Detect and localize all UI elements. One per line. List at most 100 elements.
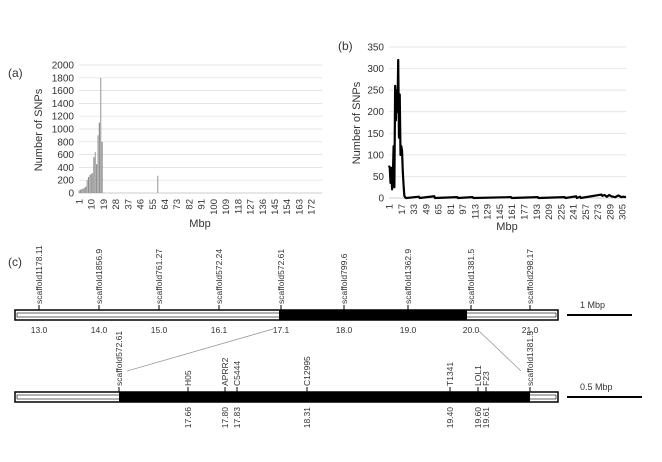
top-position-label: 19.0 — [400, 325, 417, 335]
chart-a-bar — [89, 175, 91, 193]
chart-b-xtick-label: 257 — [581, 204, 592, 220]
chart-a-xtick-label: 136 — [258, 199, 269, 215]
chart-b-xtick-label: 225 — [556, 204, 567, 220]
bottom-position-label: 18.31 — [302, 407, 312, 429]
chart-a-ytick-label: 800 — [57, 137, 74, 148]
bottom-marker-label: scaffold572.61 — [114, 331, 124, 386]
chart-a-bar — [79, 189, 81, 193]
chart-a-bar — [93, 157, 95, 193]
top-interval-region — [279, 310, 467, 320]
bottom-marker-label: H05 — [183, 370, 193, 386]
chart-a-xtick-label: 19 — [99, 199, 110, 210]
chart-a-ylabel: Number of SNPs — [33, 88, 45, 171]
chart-a-bar — [78, 190, 80, 193]
bottom-marker-label: APRR2 — [220, 357, 230, 386]
chart-a-ytick-label: 600 — [57, 150, 74, 161]
chart-a-xtick-label: 127 — [246, 199, 257, 215]
chart-a-bar — [96, 164, 98, 193]
chart-b-xtick-label: 129 — [483, 204, 494, 220]
top-position-label: 17.1 — [273, 325, 290, 335]
chart-a-xlabel: Mbp — [189, 218, 210, 230]
chart-a-ytick-label: 1600 — [52, 86, 75, 97]
chart-a-xtick-label: 73 — [172, 199, 183, 210]
chart-a-xtick-label: 145 — [270, 199, 281, 215]
chart-a-xtick-label: 82 — [184, 199, 195, 210]
chart-b-line — [387, 58, 627, 200]
chart-a-ytick-label: 1800 — [52, 73, 75, 84]
chart-b-xlabel: Mbp — [496, 221, 517, 233]
top-marker-label: scaffold572.61 — [276, 249, 286, 304]
chart-a-xtick-label: 64 — [160, 199, 171, 210]
chart-a-xtick-label: 28 — [111, 199, 122, 210]
chart-a-bar — [157, 175, 159, 193]
bottom-position-label: 17.66 — [183, 407, 193, 429]
chart-a-xtick-label: 172 — [307, 199, 318, 215]
chart-a-ytick-label: 1000 — [52, 125, 75, 136]
bottom-scale-label: 0.5 Mbp — [580, 382, 613, 392]
bottom-marker-label: C12995 — [302, 356, 312, 386]
chart-a-bar — [90, 173, 92, 193]
chart-a-bar — [87, 177, 90, 193]
chart-b-xtick-label: 33 — [409, 204, 420, 215]
chart-a-ytick-label: 400 — [57, 163, 74, 174]
chart-a-xtick-label: 55 — [148, 199, 159, 210]
chart-b-ytick-label: 0 — [378, 194, 384, 205]
top-position-label: 13.0 — [31, 325, 48, 335]
chart-b-xtick-label: 113 — [470, 204, 481, 219]
chart-b-xtick-label: 161 — [507, 204, 518, 220]
chart-b-xtick-label: 145 — [495, 204, 506, 220]
chart-a-xtick-label: 100 — [209, 199, 220, 215]
chart-b-xtick-label: 241 — [569, 204, 580, 220]
top-position-label: 14.0 — [91, 325, 108, 335]
top-marker-label: scaffold761.27 — [154, 249, 164, 304]
chart-a-bar — [100, 77, 102, 193]
chart-a-bar — [97, 135, 99, 193]
chart-a-xtick-label: 118 — [233, 199, 244, 214]
chart-a-xtick-label: 109 — [221, 199, 232, 215]
bottom-position-label: 17.83 — [232, 407, 242, 429]
top-marker-label: scaffold799.6 — [339, 253, 349, 304]
chart-a-ytick-label: 200 — [57, 176, 74, 187]
top-position-label: 20.0 — [463, 325, 480, 335]
chart-a-xtick-label: 163 — [294, 199, 305, 215]
chart-b-xtick-label: 273 — [593, 204, 604, 220]
chart-a-ytick-label: 0 — [68, 189, 74, 200]
chart-b-ylabel: Number of SNPs — [351, 81, 363, 164]
chart-b-xtick-label: 97 — [458, 204, 469, 215]
bottom-marker-label: C5444 — [232, 361, 242, 386]
chart-a-bar — [85, 186, 87, 193]
chart-a-bar — [98, 122, 100, 193]
chart-b-xtick-label: 209 — [544, 204, 555, 220]
chart-a-bar — [81, 189, 83, 193]
chart-b-ytick-label: 150 — [367, 129, 384, 140]
chart-b-ytick-label: 200 — [367, 107, 384, 118]
chart-a-ytick-label: 2000 — [52, 61, 75, 72]
bottom-marker-label: T1341 — [445, 362, 455, 386]
top-marker-label: scaffold1362.9 — [403, 249, 413, 304]
bottom-marker-label: F23 — [481, 371, 491, 386]
chart-b-xtick-label: 305 — [618, 204, 629, 220]
chart-b-xtick-label: 81 — [446, 204, 457, 215]
top-position-label: 21.0 — [522, 325, 539, 335]
chart-a-bar — [83, 187, 86, 193]
bottom-marker-label: scaffold1381.5 — [525, 331, 535, 386]
chart-b-xtick-label: 49 — [421, 204, 432, 215]
chart-a-xtick-label: 91 — [197, 199, 208, 210]
chart-b-xtick-label: 1 — [385, 204, 396, 209]
panel-label-c: (c) — [8, 255, 22, 269]
chart-a-bar — [82, 188, 84, 193]
zoom-connector-line — [126, 328, 274, 372]
bottom-position-label: 19.61 — [481, 407, 491, 429]
chart-b-ytick-label: 100 — [367, 150, 384, 161]
chart-b-xtick-label: 289 — [605, 204, 616, 220]
bottom-position-label: 19.40 — [445, 407, 455, 429]
chart-a-xtick-label: 46 — [136, 199, 147, 210]
chart-a-ytick-label: 1400 — [52, 99, 75, 110]
top-marker-label: scaffold298.17 — [525, 249, 535, 304]
chart-b-ytick-label: 50 — [373, 172, 385, 183]
top-marker-label: scaffold1178.11 — [34, 245, 44, 304]
zoom-connector-line — [478, 330, 522, 372]
chart-b-ytick-label: 250 — [367, 86, 384, 97]
